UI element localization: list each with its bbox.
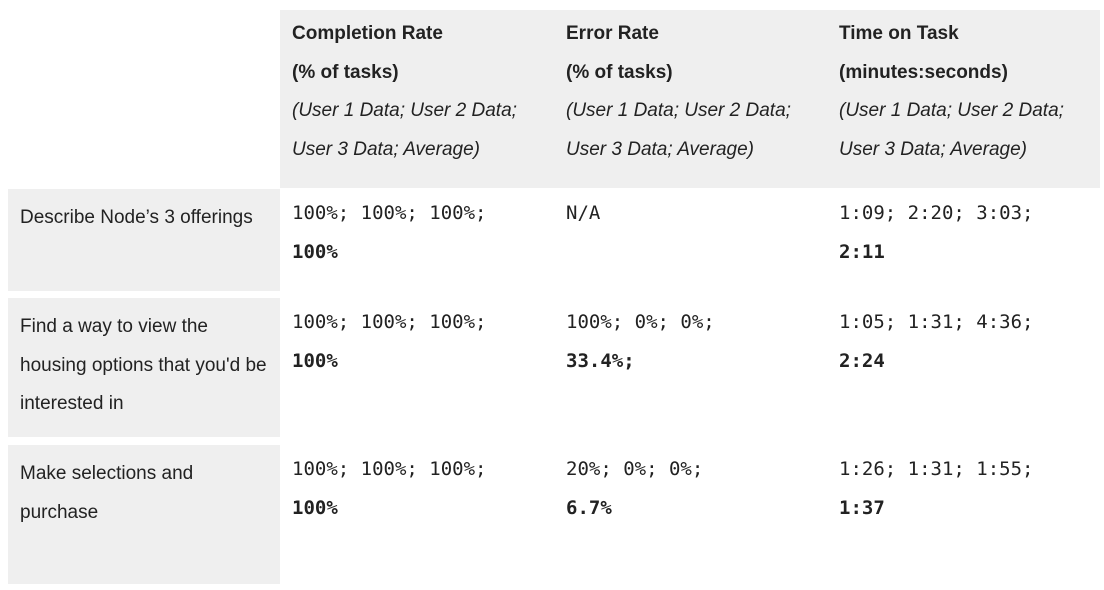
cell-completion-rate: 100%; 100%; 100%; 100%	[292, 450, 562, 527]
user-values: 1:09; 2:20; 3:03;	[839, 202, 1034, 224]
user-values: 1:26; 1:31; 1:55;	[839, 458, 1034, 480]
column-title: Completion Rate	[292, 23, 443, 44]
user-values: 100%; 100%; 100%;	[292, 458, 487, 480]
cell-time-on-task: 1:09; 2:20; 3:03; 2:11	[839, 194, 1104, 271]
user-values: 100%; 100%; 100%;	[292, 202, 487, 224]
cell-error-rate: N/A	[566, 194, 836, 233]
column-note: (User 1 Data; User 2 Data; User 3 Data; …	[839, 100, 1064, 160]
average-value: 2:24	[839, 349, 885, 372]
row-label-selections-purchase: Make selections and purchase	[8, 445, 280, 584]
user-values: 100%; 100%; 100%;	[292, 311, 487, 333]
cell-completion-rate: 100%; 100%; 100%; 100%	[292, 194, 562, 271]
column-unit: (% of tasks)	[566, 61, 673, 83]
cell-completion-rate: 100%; 100%; 100%; 100%	[292, 303, 562, 380]
average-value: 100%	[292, 240, 338, 263]
average-value: 33.4%;	[566, 349, 635, 372]
row-label-view-housing: Find a way to view the housing options t…	[8, 298, 280, 437]
user-values: 1:05; 1:31; 4:36;	[839, 311, 1034, 333]
row-label-describe-offerings: Describe Node’s 3 offerings	[8, 189, 280, 291]
average-value: 100%	[292, 349, 338, 372]
column-note: (User 1 Data; User 2 Data; User 3 Data; …	[292, 100, 517, 160]
column-header-error-rate: Error Rate (% of tasks) (User 1 Data; Us…	[566, 15, 836, 169]
column-title: Error Rate	[566, 23, 659, 44]
average-value: 100%	[292, 496, 338, 519]
average-value: 1:37	[839, 496, 885, 519]
column-unit: (minutes:seconds)	[839, 61, 1008, 83]
cell-error-rate: 20%; 0%; 0%; 6.7%	[566, 450, 836, 527]
column-title: Time on Task	[839, 23, 959, 44]
cell-time-on-task: 1:26; 1:31; 1:55; 1:37	[839, 450, 1104, 527]
column-unit: (% of tasks)	[292, 61, 399, 83]
user-values: 20%; 0%; 0%;	[566, 458, 704, 480]
user-values: N/A	[566, 202, 601, 224]
cell-time-on-task: 1:05; 1:31; 4:36; 2:24	[839, 303, 1104, 380]
average-value: 6.7%	[566, 496, 612, 519]
column-note: (User 1 Data; User 2 Data; User 3 Data; …	[566, 100, 791, 160]
user-values: 100%; 0%; 0%;	[566, 311, 715, 333]
column-header-completion-rate: Completion Rate (% of tasks) (User 1 Dat…	[292, 15, 562, 169]
cell-error-rate: 100%; 0%; 0%; 33.4%;	[566, 303, 836, 380]
table-header-background	[280, 10, 1100, 188]
average-value: 2:11	[839, 240, 885, 263]
column-header-time-on-task: Time on Task (minutes:seconds) (User 1 D…	[839, 15, 1104, 169]
